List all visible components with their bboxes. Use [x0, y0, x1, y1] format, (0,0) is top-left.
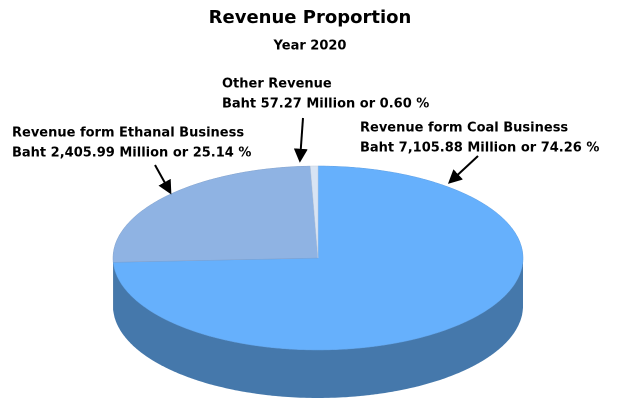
slice: [310, 165, 319, 259]
slice-value-label: Baht 7,105.88 Million or 74.26 %: [360, 141, 599, 156]
slice-value-label: Baht 57.27 Million or 0.60 %: [222, 97, 429, 112]
arrow: [293, 117, 308, 163]
pie: [112, 165, 524, 398]
slice-label: Other Revenue: [222, 77, 332, 92]
arrow: [447, 155, 479, 184]
chart-title: Revenue Proportion: [209, 7, 412, 28]
slice-side: [113, 258, 523, 398]
chart-subtitle: Year 2020: [273, 39, 347, 54]
arrow: [154, 164, 172, 195]
slice-label: Revenue form Ethanal Business: [12, 126, 244, 141]
slice-value-label: Baht 2,405.99 Million or 25.14 %: [12, 146, 251, 161]
slice: [112, 165, 319, 263]
slice-label: Revenue form Coal Business: [360, 121, 568, 136]
